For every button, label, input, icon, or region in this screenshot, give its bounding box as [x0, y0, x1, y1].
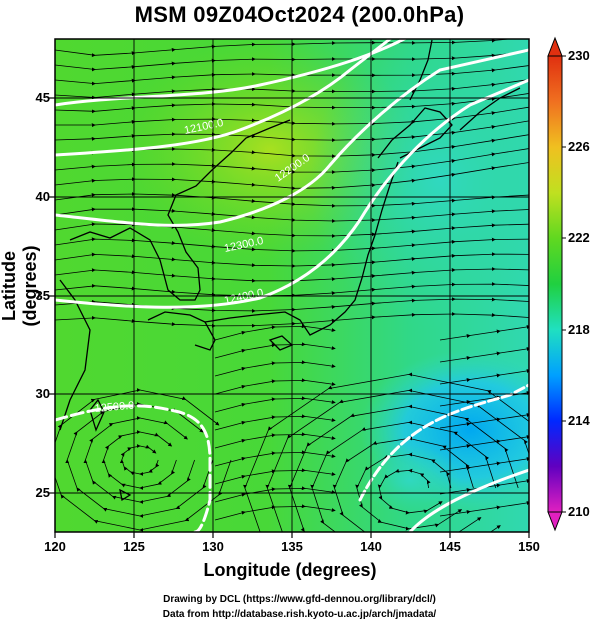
- contour-12200: [55, 39, 392, 157]
- coastline-korea-china: [69, 119, 291, 301]
- plot-area: 12100.0 12200.0 12300.0 12400.0 12500.0: [55, 39, 529, 532]
- colorbar-tick-218: 218: [568, 322, 590, 337]
- streamline: [55, 282, 529, 298]
- x-tick-130: 130: [202, 539, 224, 554]
- streamline: [214, 504, 336, 521]
- coastline-taiwan: [89, 398, 105, 432]
- colorbar-tick-210: 210: [568, 504, 590, 519]
- chart-title: MSM 09Z04Oct2024 (200.0hPa): [134, 2, 465, 27]
- streamline: [214, 324, 336, 341]
- streamline: [439, 434, 529, 451]
- streamline: [439, 368, 529, 385]
- island-ryukyu: [119, 488, 132, 502]
- streamline: [439, 412, 529, 429]
- streamline: [55, 237, 529, 253]
- contour-12400: [55, 78, 529, 309]
- coastline-china-east: [59, 279, 91, 431]
- x-tick-145: 145: [439, 539, 461, 554]
- y-axis-label: Latitude (degrees): [0, 245, 40, 327]
- colorbar-tick-214: 214: [568, 413, 590, 428]
- x-axis-label: Longitude (degrees): [203, 560, 377, 580]
- streamline: [439, 346, 529, 363]
- y-tick-45: 45: [35, 90, 50, 105]
- streamline: [214, 396, 336, 413]
- streamline: [214, 432, 336, 449]
- contour-12500: [55, 404, 212, 532]
- colorbar-tick-230: 230: [568, 48, 590, 63]
- colorbar: [547, 36, 566, 532]
- colorbar-scale: [547, 55, 563, 513]
- streamline: [214, 378, 336, 395]
- contour-12300: [55, 48, 529, 227]
- grid: [55, 39, 529, 532]
- y-tick-35: 35: [35, 288, 50, 303]
- streamline: [214, 360, 336, 377]
- contours: [55, 39, 529, 532]
- streamline: [214, 486, 336, 503]
- x-tick-140: 140: [360, 539, 382, 554]
- axis-ticks: [49, 97, 530, 538]
- streamline: [439, 500, 529, 517]
- y-tick-40: 40: [35, 189, 50, 204]
- streamline: [214, 450, 336, 467]
- streamline: [439, 390, 529, 407]
- x-tick-125: 125: [123, 539, 145, 554]
- colorbar-tick-226: 226: [568, 139, 590, 154]
- y-tick-30: 30: [35, 386, 50, 401]
- x-tick-135: 135: [281, 539, 303, 554]
- coastline-kurils: [459, 87, 521, 131]
- streamline: [55, 252, 529, 269]
- colorbar-max-arrow: [547, 36, 563, 57]
- streamline: [214, 414, 336, 431]
- y-tick-25: 25: [35, 485, 50, 500]
- streamline: [55, 191, 529, 208]
- coastline-sakhalin: [409, 39, 433, 101]
- credit-drawing: Drawing by DCL (https://www.gfd-dennou.o…: [163, 594, 436, 605]
- coastline-hokkaido: [377, 107, 453, 159]
- colorbar-tick-222: 222: [568, 230, 590, 245]
- streamline: [439, 456, 529, 473]
- streamline: [439, 324, 529, 341]
- coastline-honshu: [204, 161, 399, 336]
- colorbar-min-arrow: [547, 511, 563, 532]
- x-tick-150: 150: [518, 539, 540, 554]
- streamline: [55, 207, 529, 224]
- x-tick-120: 120: [44, 539, 66, 554]
- streamline: [55, 311, 529, 328]
- streamline: [55, 160, 529, 191]
- credit-data: Data from http://database.rish.kyoto-u.a…: [162, 609, 437, 620]
- contour-south-east-2: [408, 468, 529, 532]
- contour-south-east: [358, 383, 529, 502]
- coastlines: [59, 39, 521, 502]
- streamline: [214, 468, 336, 485]
- contour-label-12500: 12500.0: [94, 400, 135, 415]
